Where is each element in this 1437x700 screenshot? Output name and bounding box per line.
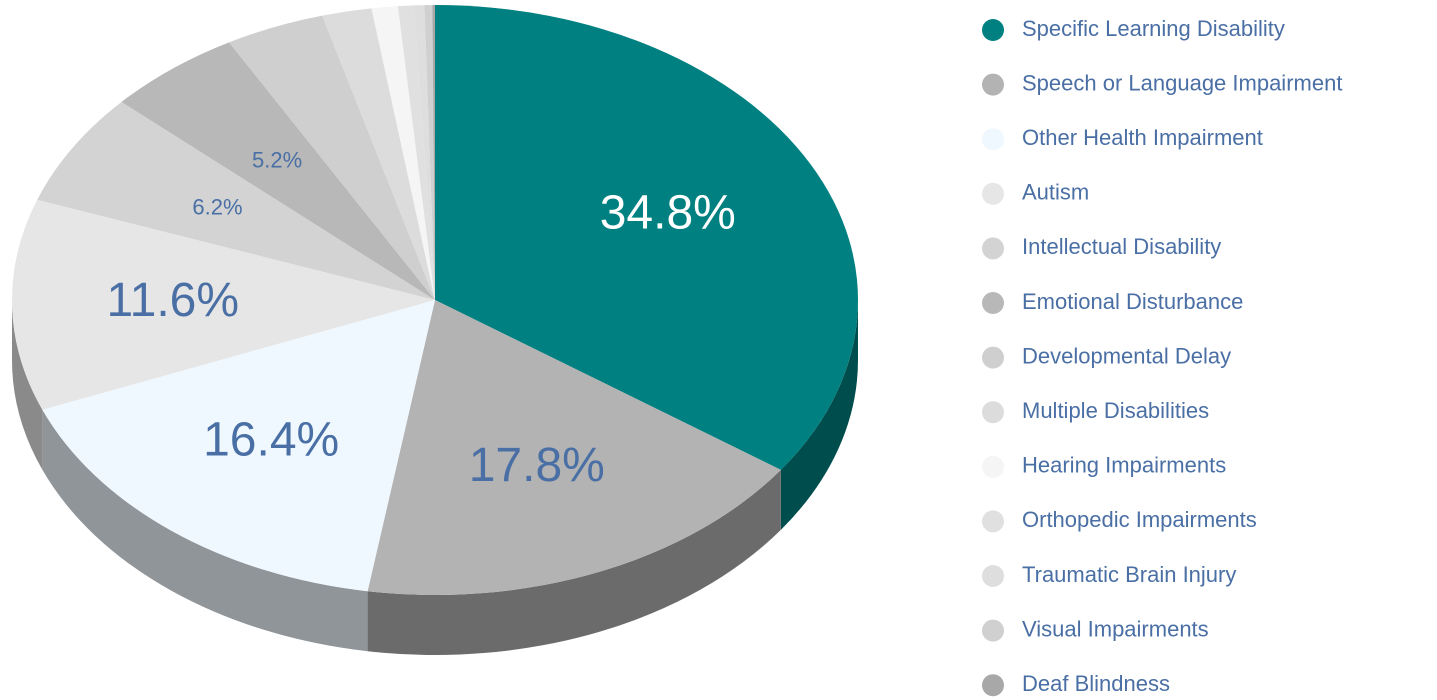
data-label: 16.4% (203, 413, 339, 466)
legend-marker (982, 73, 1004, 96)
slice (397, 5, 435, 300)
legend-label: Other Health Impairment (1022, 125, 1263, 150)
slice (435, 5, 859, 470)
legend-marker (982, 455, 1004, 478)
slice-side (367, 469, 781, 655)
data-label: 11.6% (107, 274, 240, 327)
data-label: 17.8% (469, 439, 605, 492)
legend-marker (982, 19, 1004, 41)
legend-label: Autism (1022, 180, 1089, 205)
slice (121, 42, 436, 301)
legend-label: Visual Impairments (1022, 616, 1209, 641)
slice (42, 300, 435, 592)
legend-label: Emotional Disturbance (1022, 289, 1243, 314)
slice (229, 15, 435, 301)
legend-marker (982, 346, 1004, 369)
legend-marker (982, 182, 1004, 205)
slice (322, 8, 435, 300)
legend-label: Traumatic Brain Injury (1022, 562, 1236, 587)
legend-marker (982, 292, 1004, 314)
legend-label: Specific Learning Disability (1022, 16, 1285, 41)
legend-label: Intellectual Disability (1022, 234, 1221, 259)
slice (367, 300, 781, 595)
data-label: 34.8% (600, 186, 736, 239)
slice-side (42, 409, 368, 652)
slice (12, 199, 436, 410)
slice (424, 5, 435, 301)
slice-side (12, 300, 43, 470)
legend-marker (982, 510, 1004, 533)
slice-side (780, 300, 858, 530)
legend-marker (982, 619, 1004, 642)
slice (413, 5, 435, 300)
legend-marker (982, 674, 1004, 697)
slice (371, 6, 435, 301)
data-label: 6.2% (192, 195, 242, 220)
legend-label: Hearing Impairments (1022, 453, 1226, 478)
legend-label: Multiple Disabilities (1022, 398, 1209, 423)
legend-marker (982, 237, 1004, 260)
legend-label: Speech or Language Impairment (1022, 70, 1342, 95)
slice (432, 5, 435, 300)
legend-marker (982, 128, 1004, 151)
data-label: 5.2% (252, 147, 302, 172)
legend-label: Developmental Delay (1022, 343, 1231, 368)
legend-label: Orthopedic Impairments (1022, 507, 1257, 532)
legend-label: Deaf Blindness (1022, 671, 1170, 696)
slice (37, 101, 436, 300)
legend-marker (982, 565, 1004, 587)
legend-marker (982, 401, 1004, 424)
